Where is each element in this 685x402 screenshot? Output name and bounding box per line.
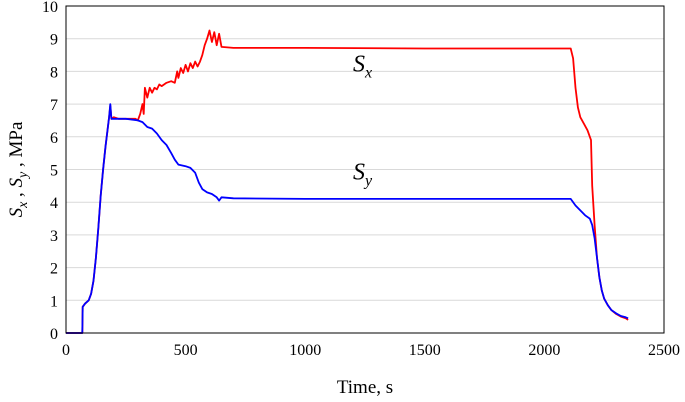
plot-frame: [65, 5, 665, 334]
y-tick-label: 1: [50, 293, 58, 310]
y-tick-labels: 0 1 2 3 4 5 6 7 8 9 10: [42, 0, 58, 343]
series-line-sx: [66, 29, 629, 334]
y-tick-label: 0: [50, 326, 58, 343]
x-tick-label: 2000: [528, 342, 560, 359]
x-tick-label: 0: [62, 342, 70, 359]
series-layer: [66, 29, 629, 334]
grid-lines: [66, 5, 664, 301]
y-tick-label: 8: [50, 64, 58, 81]
y-tick-label: 5: [50, 163, 58, 180]
y-axis-title: Sx , Sy , MPa: [6, 121, 31, 217]
x-tick-label: 1000: [289, 342, 321, 359]
y-tick-label: 3: [50, 228, 58, 245]
x-tick-labels: 0 500 1000 1500 2000 2500: [62, 342, 680, 359]
y-tick-label: 2: [50, 261, 58, 278]
y-tick-label: 9: [50, 32, 58, 49]
x-axis-title: Time, s: [337, 377, 393, 398]
x-tick-label: 500: [174, 342, 198, 359]
y-tick-label: 4: [50, 195, 58, 212]
y-tick-label: 6: [50, 130, 58, 147]
y-tick-label: 7: [50, 97, 58, 114]
series-label-sy: Sy: [353, 159, 373, 189]
series-label-sx: Sx: [353, 51, 372, 81]
series-line-sy: [66, 103, 629, 334]
y-tick-label: 10: [42, 0, 58, 16]
x-tick-label: 2500: [648, 342, 680, 359]
x-tick-label: 1500: [409, 342, 441, 359]
series-labels: Sx Sy: [353, 51, 373, 189]
